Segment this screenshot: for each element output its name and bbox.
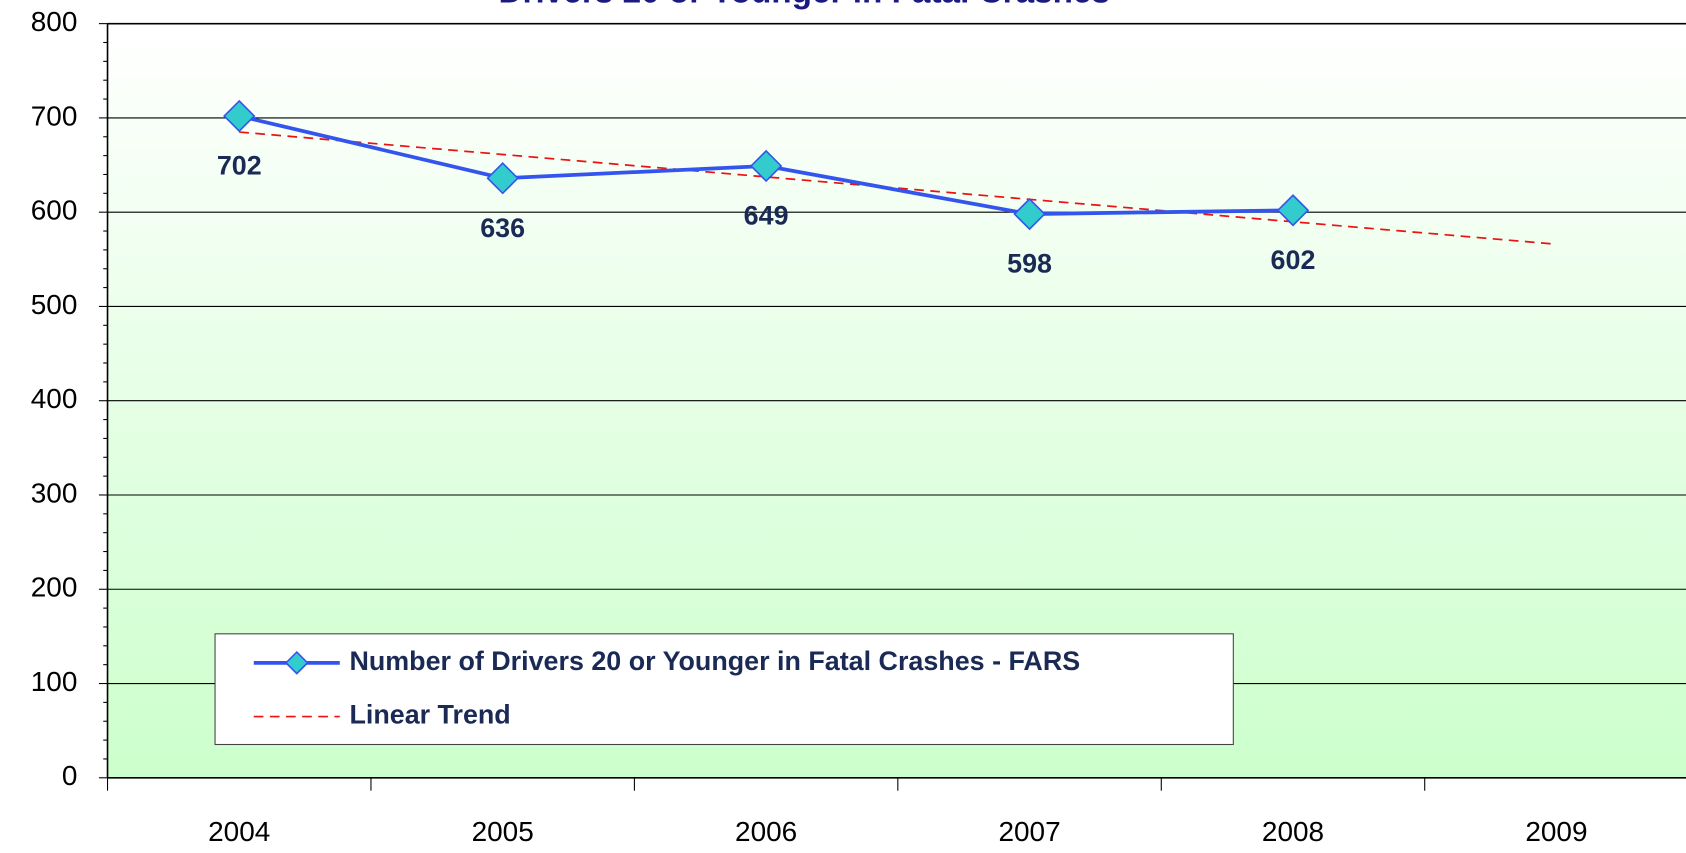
data-label: 702: [217, 151, 262, 181]
trend-line: [239, 131, 1557, 246]
y-tick-label: 0: [62, 760, 78, 791]
legend-label: Number of Drivers 20 or Younger in Fatal…: [349, 646, 1080, 676]
data-label: 636: [480, 213, 525, 243]
x-tick-label: 2006: [735, 816, 797, 847]
y-tick-label: 700: [31, 100, 78, 131]
x-tick-label: 2009: [1525, 816, 1587, 847]
x-tick-label: 2008: [1262, 816, 1324, 847]
y-tick-label: 200: [31, 572, 78, 603]
marker: [486, 162, 519, 195]
y-tick-label: 500: [31, 289, 78, 320]
x-tick-label: 2005: [472, 816, 534, 847]
marker: [1013, 197, 1046, 231]
marker: [223, 99, 256, 133]
x-tick-label: 2007: [998, 816, 1060, 847]
data-label: 649: [744, 201, 789, 231]
x-tick-label: 2004: [208, 816, 270, 847]
y-tick-label: 400: [31, 383, 78, 414]
legend-marker: [284, 650, 309, 675]
data-label: 602: [1271, 245, 1316, 275]
y-tick-label: 100: [31, 666, 78, 697]
y-tick-label: 300: [31, 477, 78, 508]
legend-box: [214, 633, 1234, 746]
marker: [1276, 194, 1310, 227]
chart-title: Drivers 20 or Younger in Fatal Crashes: [499, 0, 1111, 10]
data-label: 598: [1007, 249, 1052, 279]
y-tick-label: 800: [31, 6, 78, 37]
marker: [749, 149, 783, 183]
y-tick-label: 600: [31, 195, 78, 226]
legend-label: Linear Trend: [349, 700, 510, 730]
